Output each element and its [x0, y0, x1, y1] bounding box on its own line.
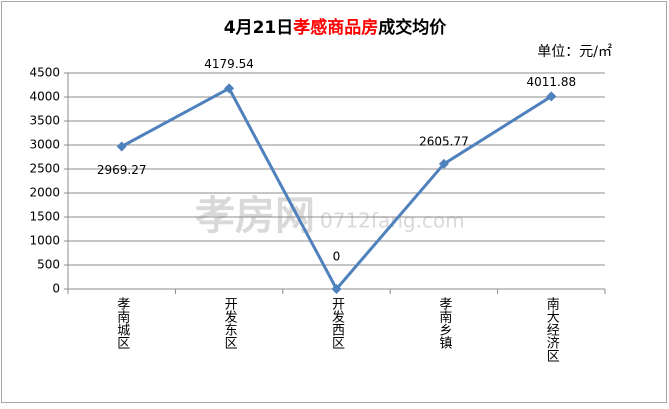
- x-tick-label: 南大经济区: [544, 296, 560, 362]
- data-label: 4011.88: [526, 75, 576, 89]
- x-tick-label: 开发东区: [222, 297, 238, 349]
- data-label: 2969.27: [97, 163, 147, 177]
- unit-label: 单位：元/㎡: [537, 44, 612, 60]
- x-tick-label: 开发西区: [329, 297, 345, 349]
- y-tick-label: 1500: [29, 210, 60, 224]
- marker: [116, 141, 127, 152]
- watermark: 孝房网: [195, 193, 315, 239]
- title-part: 孝感商品房: [293, 17, 378, 38]
- marker: [331, 284, 342, 294]
- chart-border: [1, 1, 667, 403]
- marker: [224, 83, 235, 94]
- y-tick-label: 0: [52, 282, 60, 296]
- data-label: 2605.77: [419, 134, 469, 148]
- y-tick-label: 3000: [29, 138, 60, 152]
- y-tick-label: 1000: [29, 234, 60, 248]
- marker: [438, 158, 449, 169]
- y-tick-label: 2500: [29, 162, 60, 176]
- x-tick-label: 孝南城区: [114, 297, 130, 349]
- title-part: 4月21日: [224, 18, 294, 38]
- y-tick-label: 500: [37, 258, 60, 272]
- y-tick-label: 2000: [29, 186, 60, 200]
- y-tick-label: 4000: [29, 90, 60, 104]
- marker: [546, 91, 557, 102]
- y-tick-label: 4500: [29, 66, 60, 80]
- y-tick-label: 3500: [29, 114, 60, 128]
- x-tick-label: 孝南乡镇: [436, 297, 452, 349]
- data-label: 4179.54: [204, 57, 254, 71]
- watermark: 0712fang.com: [320, 209, 465, 233]
- data-label: 0: [333, 250, 341, 264]
- chart-title: 4月21日孝感商品房成交均价: [224, 17, 447, 38]
- title-part: 成交均价: [378, 17, 447, 38]
